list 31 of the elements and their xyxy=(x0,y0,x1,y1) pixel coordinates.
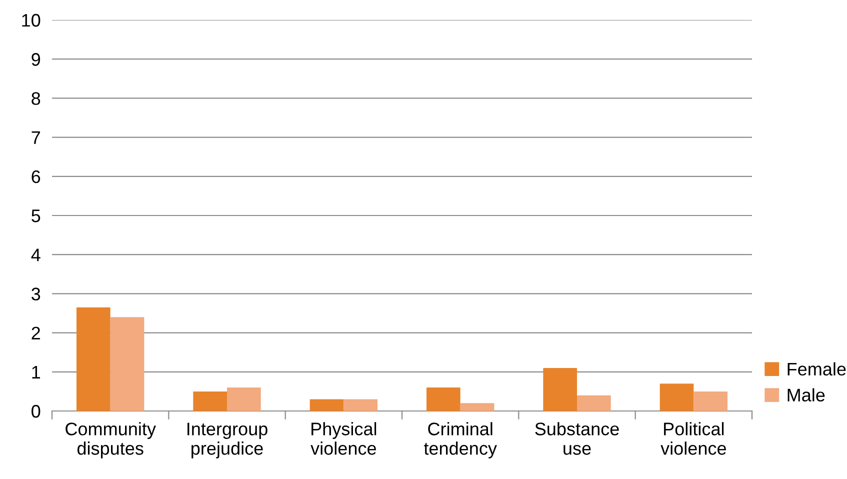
bar xyxy=(344,399,378,411)
y-tick-label: 1 xyxy=(32,366,40,378)
x-tick-label: Political violence xyxy=(660,422,726,455)
y-tick-label: 4 xyxy=(31,248,40,262)
bar xyxy=(76,307,110,411)
bar xyxy=(227,388,261,411)
y-tick-label: 10 xyxy=(22,14,40,27)
bar xyxy=(660,384,694,411)
bar xyxy=(426,388,460,411)
bar xyxy=(543,368,577,411)
legend-label: Female xyxy=(788,362,846,376)
x-tick-label: Substance use xyxy=(535,422,619,455)
x-tick-label: Intergroup prejudice xyxy=(188,422,268,458)
y-tick-label: 3 xyxy=(32,288,40,300)
y-tick-label: 9 xyxy=(32,53,40,66)
x-tick-label: Criminal tendency xyxy=(424,422,497,458)
bar xyxy=(310,399,344,411)
bar xyxy=(460,403,494,411)
bar xyxy=(110,317,144,411)
legend-label: Male xyxy=(788,388,825,402)
x-tick-label: Physical violence xyxy=(310,422,376,455)
y-tick-label: 5 xyxy=(32,210,40,222)
bar xyxy=(193,391,227,411)
y-tick-label: 0 xyxy=(32,404,40,418)
y-tick-label: 2 xyxy=(32,326,40,340)
y-tick-label: 6 xyxy=(32,170,40,184)
bar xyxy=(694,391,728,411)
bar xyxy=(577,395,611,411)
x-tick-label: Community disputes xyxy=(66,422,156,458)
y-tick-label: 8 xyxy=(32,92,40,105)
y-tick-label: 7 xyxy=(32,131,40,144)
